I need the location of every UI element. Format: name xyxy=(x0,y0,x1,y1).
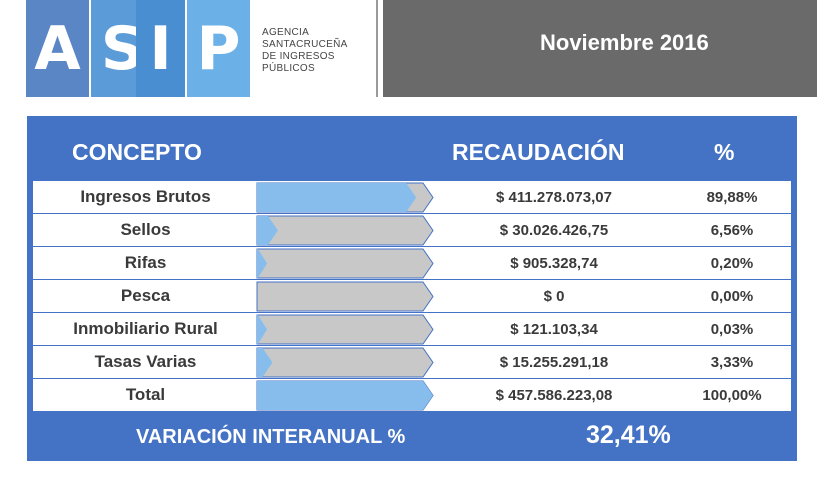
row-recaudacion: $ 15.255.291,18 xyxy=(499,353,609,371)
agency-line: SANTACRUCEÑA xyxy=(262,39,348,50)
row-percent: 0,03% xyxy=(710,320,754,338)
agency-name: AGENCIA SANTACRUCEÑA DE INGRESOS PÚBLICO… xyxy=(262,27,348,75)
row-recaudacion: $ 457.586.223,08 xyxy=(495,386,613,404)
interannual-variation-value: 32,41% xyxy=(586,421,671,449)
row-concepto: Inmobiliario Rural xyxy=(73,319,218,338)
row-percent: 100,00% xyxy=(702,386,762,404)
row-recaudacion: $ 905.328,74 xyxy=(510,254,598,272)
period-title: Noviembre 2016 xyxy=(540,30,709,55)
row-recaudacion: $ 30.026.426,75 xyxy=(499,221,609,239)
row-concepto: Ingresos Brutos xyxy=(80,187,211,206)
row-percent: 6,56% xyxy=(710,221,754,239)
row-recaudacion: $ 0 xyxy=(543,287,565,305)
row-percent: 89,88% xyxy=(706,188,758,206)
row-percent: 0,00% xyxy=(710,287,754,305)
agency-line: DE INGRESOS xyxy=(262,51,335,62)
row-percent: 3,33% xyxy=(710,353,754,371)
column-header-recaudacion: RECAUDACIÓN xyxy=(452,139,625,165)
row-concepto: Sellos xyxy=(120,220,171,239)
page-header: A S I P AGENCIA SANTACRUCEÑA DE INGRESOS… xyxy=(0,0,817,97)
row-recaudacion: $ 121.103,34 xyxy=(510,320,598,338)
interannual-variation-label: VARIACIÓN INTERANUAL % xyxy=(136,426,406,448)
logo-letter-i: I xyxy=(136,0,185,97)
row-concepto: Pesca xyxy=(120,286,171,305)
row-percent: 0,20% xyxy=(710,254,754,272)
logo-letter-p: P xyxy=(187,0,250,97)
column-header-concepto: CONCEPTO xyxy=(72,139,202,165)
agency-line: PÚBLICOS xyxy=(262,63,315,74)
period-banner xyxy=(383,0,817,97)
row-concepto: Tasas Varias xyxy=(94,352,197,371)
column-header-percent: % xyxy=(714,139,735,165)
row-recaudacion: $ 411.278.073,07 xyxy=(496,188,612,206)
row-concepto: Rifas xyxy=(124,253,167,272)
agency-line: AGENCIA xyxy=(262,27,310,38)
row-concepto: Total xyxy=(125,385,166,404)
header-divider xyxy=(376,0,378,97)
logo-letter-a: A xyxy=(26,0,89,97)
